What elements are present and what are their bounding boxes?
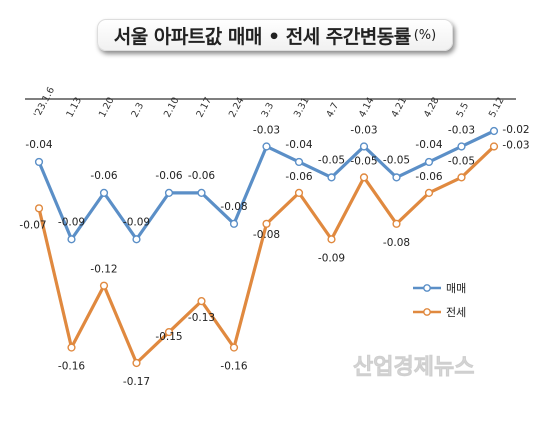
data-point: [262, 142, 271, 151]
data-point: [457, 142, 466, 151]
data-point: [489, 126, 499, 136]
data-label: -0.08: [220, 201, 247, 213]
data-point: [294, 188, 304, 197]
chart-unit: (%): [413, 27, 437, 43]
data-point: [392, 173, 401, 182]
data-label: -0.09: [58, 216, 85, 228]
data-label: -0.04: [415, 139, 442, 151]
data-point: [489, 142, 499, 151]
watermark: 산업경제뉴스: [353, 355, 474, 380]
data-label: -0.06: [155, 170, 182, 182]
data-label: -0.06: [188, 170, 215, 182]
x-tick-label: 5.5: [454, 101, 471, 120]
chart-title-box: 서울 아파트값 매매 • 전세 주간변동률 (%): [97, 19, 453, 51]
data-label: -0.09: [318, 252, 345, 264]
x-tick-label: 4.7: [324, 101, 341, 120]
data-label: -0.16: [220, 361, 247, 373]
data-labels: -0.04 -0.09 -0.06 -0.09 -0.06 -0.06 -0.08 -0.03…: [19, 124, 529, 388]
data-point: [67, 343, 76, 352]
data-label: -0.03: [502, 139, 529, 151]
data-point: [457, 173, 466, 182]
data-label: -0.03: [448, 124, 475, 136]
data-label: -0.05: [318, 154, 345, 166]
data-point: [327, 173, 336, 182]
data-point: [99, 281, 109, 290]
x-axis-ticks: '23.1.6 1.13 1.20 2.3 2.10 2.17 2.24 3.3 3.31 4.7…: [32, 85, 507, 119]
series-lines: [37, 129, 496, 365]
x-tick-label: 3.3: [259, 101, 276, 120]
data-point: [132, 358, 141, 368]
legend-marker: [423, 308, 431, 316]
data-point: [359, 173, 369, 182]
data-point: [34, 204, 44, 213]
data-label: -0.05: [383, 154, 410, 166]
data-label: -0.06: [415, 171, 442, 183]
x-tick-label: 2.3: [129, 101, 146, 120]
data-point: [99, 188, 109, 197]
data-label: -0.04: [25, 139, 52, 151]
data-point: [262, 219, 271, 228]
data-point: [197, 297, 206, 306]
data-label: -0.03: [253, 124, 280, 136]
data-point: [34, 157, 44, 167]
data-point: [164, 327, 174, 337]
data-label: -0.17: [123, 376, 150, 388]
data-label: -0.09: [123, 216, 150, 228]
x-tick-label: '23.1.6: [32, 85, 57, 119]
data-label: -0.03: [350, 124, 377, 136]
series-points: [34, 126, 499, 368]
data-label: -0.02: [502, 124, 529, 136]
data-point: [197, 188, 206, 197]
legend-label: 매매: [446, 282, 466, 295]
data-label: -0.06: [90, 170, 117, 182]
data-point: [327, 235, 336, 244]
data-point: [424, 188, 434, 197]
data-label: -0.08: [253, 229, 280, 241]
data-label: -0.12: [90, 264, 117, 276]
data-label: -0.16: [58, 361, 85, 373]
data-point: [132, 235, 141, 244]
data-point: [424, 157, 434, 167]
data-point: [229, 219, 239, 228]
data-point: [164, 188, 174, 197]
data-label: -0.04: [285, 139, 312, 151]
data-label: -0.07: [19, 219, 46, 231]
data-label: -0.06: [285, 171, 312, 183]
data-point: [294, 157, 304, 167]
legend-label: 전세: [446, 306, 466, 319]
data-label: -0.08: [383, 237, 410, 249]
data-label: -0.13: [188, 312, 215, 324]
data-point: [392, 219, 401, 228]
data-point: [229, 343, 239, 352]
data-label: -0.15: [155, 331, 182, 343]
data-point: [359, 142, 369, 151]
chart-title: 서울 아파트값 매매 • 전세 주간변동률: [113, 25, 411, 48]
data-point: [67, 235, 76, 244]
data-label: -0.05: [448, 155, 475, 167]
legend-marker: [423, 284, 431, 292]
data-label: -0.05: [350, 155, 377, 167]
